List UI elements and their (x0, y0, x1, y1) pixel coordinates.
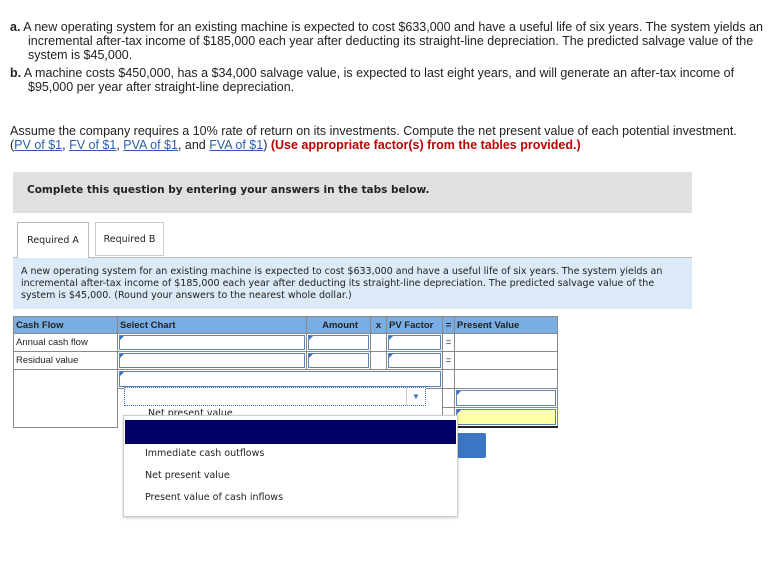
assume-sentence: Assume the company requires a 10% rate o… (10, 124, 737, 138)
link-fv[interactable]: FV of $1 (69, 138, 117, 152)
select-chart-input[interactable] (119, 335, 305, 350)
tab-required-a[interactable]: Required A (17, 222, 89, 258)
instruction-bar: Complete this question by entering your … (13, 172, 692, 213)
total-label-input[interactable] (119, 371, 441, 387)
option-present-value-cash-inflows[interactable]: Present value of cash inflows (145, 492, 284, 503)
pv-factor-input[interactable] (388, 353, 441, 368)
pv-factor-input[interactable] (388, 335, 441, 350)
dropdown-list: Immediate cash outflows Net present valu… (123, 415, 458, 517)
sep: , (116, 138, 124, 152)
problem-b: b. A machine costs $450,000, has a $34,0… (10, 66, 780, 94)
paren: ( (10, 138, 15, 152)
select-chart-input[interactable] (119, 353, 305, 368)
npv-input[interactable] (456, 409, 556, 425)
table-row: Annual cash flow = (13, 333, 558, 352)
chevron-down-icon[interactable]: ▼ (406, 388, 425, 405)
note: (Use appropriate factor(s) from the tabl… (270, 138, 581, 152)
sep: , and (177, 138, 210, 152)
row-label: Annual cash flow (13, 333, 118, 352)
label-a: a. (10, 20, 21, 34)
link-fva[interactable]: FVA of $1 (209, 138, 264, 152)
total-present-value-input[interactable] (456, 390, 556, 406)
equals-sign: = (442, 333, 455, 352)
header-cash-flow: Cash Flow (13, 316, 118, 334)
dropdown-option-blank[interactable] (125, 420, 456, 444)
present-value-cell (454, 333, 558, 352)
header-equals: = (442, 316, 455, 334)
header-pv-factor: PV Factor (386, 316, 443, 334)
text-a: A new operating system for an existing m… (23, 20, 763, 62)
tab-required-b[interactable]: Required B (95, 222, 164, 256)
amount-input[interactable] (308, 335, 369, 350)
sep: , (62, 138, 70, 152)
problem-a: a. A new operating system for an existin… (10, 20, 780, 62)
header-amount: Amount (306, 316, 371, 334)
header-present-value: Present Value (454, 316, 558, 334)
header-select-chart: Select Chart (117, 316, 307, 334)
option-net-present-value[interactable]: Net present value (145, 470, 230, 481)
equals-sign: = (442, 351, 455, 370)
row-label: Residual value (13, 351, 118, 370)
link-pv[interactable]: PV of $1 (14, 138, 63, 152)
table-row: Residual value = (13, 351, 558, 370)
instructions: A new operating system for an existing m… (13, 257, 692, 309)
header-times: x (370, 316, 387, 334)
link-pva[interactable]: PVA of $1 (123, 138, 178, 152)
npv-table: Cash Flow Select Chart Amount x PV Facto… (13, 316, 558, 428)
paren: ) (263, 138, 268, 152)
assume-text: Assume the company requires a 10% rate o… (10, 124, 770, 152)
amount-input[interactable] (308, 353, 369, 368)
text-b: A machine costs $450,000, has a $34,000 … (23, 66, 735, 94)
select-chart-dropdown[interactable]: ▼ (124, 387, 426, 406)
dropdown-peek: Net present value (148, 408, 233, 415)
label-b: b. (10, 66, 22, 80)
present-value-cell (454, 351, 558, 370)
instruction-bar-text: Complete this question by entering your … (27, 184, 430, 196)
option-immediate-cash-outflows[interactable]: Immediate cash outflows (145, 448, 265, 459)
